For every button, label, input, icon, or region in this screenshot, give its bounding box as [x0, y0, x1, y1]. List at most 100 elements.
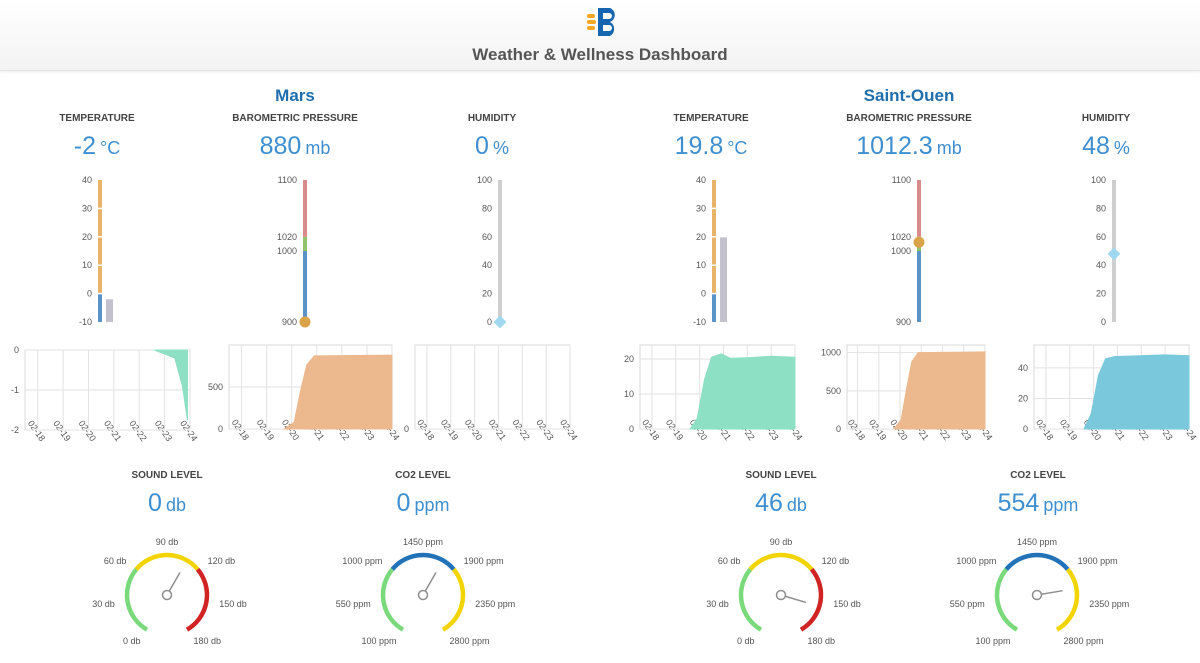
- tick-label: -10: [79, 317, 92, 327]
- humidity-value: 0%: [475, 132, 509, 160]
- tick-label: 40: [482, 260, 492, 270]
- y-tick-label: -2: [11, 425, 19, 435]
- gauge-tick-label: 1450 ppm: [1017, 537, 1057, 547]
- gauge-tick-label: 120 db: [822, 556, 850, 566]
- y-tick-label: 0: [1023, 424, 1028, 434]
- sound-level-gauge: 0 db 30 db 60 db 90 db 120 db 150 db 180 db: [92, 537, 247, 646]
- y-tick-label: 1000: [821, 348, 841, 358]
- tick-label: 10: [82, 260, 92, 270]
- tick-label: 20: [1096, 289, 1106, 299]
- co2-level-label: CO2 LEVEL: [395, 470, 451, 481]
- gauge-tick-label: 90 db: [770, 537, 793, 547]
- gauge-tick-label: 2800 ppm: [450, 636, 490, 646]
- gauge-tick-label: 550 ppm: [336, 599, 371, 609]
- series-area: [154, 349, 188, 421]
- tick-label: 1000: [277, 246, 297, 256]
- series-area: [892, 351, 986, 430]
- scale-band-high: [917, 180, 921, 237]
- pressure-label: BAROMETRIC PRESSURE: [232, 113, 358, 124]
- y-tick-label: 0: [629, 424, 634, 434]
- tick-label: 10: [696, 260, 706, 270]
- tick-label: 1020: [891, 232, 911, 242]
- gauge-tick-label: 100 ppm: [361, 636, 396, 646]
- pressure-label: BAROMETRIC PRESSURE: [846, 113, 972, 124]
- sound-level-value: 46 db: [755, 489, 807, 517]
- gauge-tick-label: 2350 ppm: [475, 599, 515, 609]
- gauge-tick-label: 2800 ppm: [1064, 636, 1104, 646]
- tick-label: 100: [1091, 175, 1106, 185]
- plot-area: [414, 344, 571, 430]
- tick-label: -10: [693, 317, 706, 327]
- temperature-label: TEMPERATURE: [673, 113, 749, 124]
- pressure-thermometer: 1100 1020 1000 900: [277, 175, 311, 328]
- co2-level-value: 554 ppm: [997, 489, 1079, 517]
- brand-logo-icon: [587, 8, 615, 36]
- page-title: Weather & Wellness Dashboard: [472, 45, 728, 64]
- humidity-label: HUMIDITY: [467, 113, 517, 124]
- series-area: [282, 354, 393, 430]
- sound-level-label: SOUND LEVEL: [131, 470, 203, 481]
- temperature-value: 19.8 °C: [674, 132, 748, 160]
- y-tick-label: 10: [624, 389, 634, 399]
- y-tick-label: 500: [208, 382, 223, 392]
- temperature-label: TEMPERATURE: [59, 113, 135, 124]
- tick-label: 30: [82, 203, 92, 213]
- x-tick-label: 02-24: [558, 418, 579, 443]
- sound-level-label: SOUND LEVEL: [745, 470, 817, 481]
- y-tick-label: 0: [404, 424, 409, 434]
- value-marker: [913, 236, 925, 248]
- temperature-thermometer: 40 30 20 10 0 -10: [79, 175, 113, 327]
- tick-label: 0: [701, 289, 706, 299]
- tick-label: 40: [696, 175, 706, 185]
- scale-band-low: [303, 251, 307, 322]
- station-title-saint-ouen: Saint-Ouen: [863, 86, 955, 105]
- gauge-tick-label: 550 ppm: [950, 599, 985, 609]
- x-tick-label: 02-24: [178, 419, 199, 444]
- pressure-value: 1012.3 mb: [856, 132, 962, 160]
- pressure-value: 880 mb: [259, 132, 331, 160]
- y-tick-label: 40: [1018, 363, 1028, 373]
- temperature-history-chart: 02-18 02-19 02-20 02-21 02-22 02-23 02-240-1-2: [11, 345, 200, 444]
- tick-label: 100: [477, 175, 492, 185]
- pressure-history-chart: 02-18 02-19 02-20 02-21 02-22 02-23 02-2410005…: [821, 344, 995, 442]
- scale-track: [498, 180, 502, 322]
- y-tick-label: 500: [826, 386, 841, 396]
- gauge-tick-label: 0 db: [123, 636, 141, 646]
- gauge-tick-label: 180 db: [194, 636, 222, 646]
- gauge-tick-label: 1000 ppm: [342, 556, 382, 566]
- scale-band-cold: [712, 293, 716, 322]
- y-tick-label: 0: [218, 424, 223, 434]
- tick-label: 40: [1096, 260, 1106, 270]
- tick-label: 0: [487, 317, 492, 327]
- series-area: [689, 353, 796, 430]
- y-tick-label: -1: [11, 385, 19, 395]
- gauge-hub: [1031, 589, 1043, 601]
- gauge-tick-label: 30 db: [92, 599, 115, 609]
- gauge-tick-label: 150 db: [833, 599, 861, 609]
- tick-label: 30: [696, 203, 706, 213]
- gauge-band: [994, 567, 1019, 632]
- series-area: [1083, 354, 1190, 430]
- gauge-tick-label: 150 db: [219, 599, 247, 609]
- gauge-tick-label: 180 db: [808, 636, 836, 646]
- tick-label: 1020: [277, 232, 297, 242]
- gauge-tick-label: 1450 ppm: [403, 537, 443, 547]
- gauge-tick-label: 90 db: [156, 537, 179, 547]
- gauge-band: [380, 567, 405, 632]
- tick-label: 1100: [278, 175, 297, 185]
- app-header: Weather & Wellness Dashboard: [0, 0, 1200, 71]
- co2-level-gauge: 100 ppm 550 ppm 1000 ppm 1450 ppm 1900 ppm 23…: [336, 537, 515, 646]
- co2-level-value: 0 ppm: [396, 489, 450, 517]
- gauge-band: [799, 567, 824, 632]
- gauge-tick-label: 60 db: [718, 556, 741, 566]
- station-title-mars: Mars: [275, 86, 315, 105]
- humidity-history-chart: 02-18 02-19 02-20 02-21 02-22 02-23 02-240: [404, 344, 580, 443]
- gauge-band: [390, 552, 456, 571]
- gauge-band: [1004, 552, 1070, 571]
- gauge-tick-label: 60 db: [104, 556, 127, 566]
- tick-label: 60: [482, 232, 492, 242]
- gauge-band: [1055, 567, 1080, 632]
- scale-band-low: [917, 251, 921, 322]
